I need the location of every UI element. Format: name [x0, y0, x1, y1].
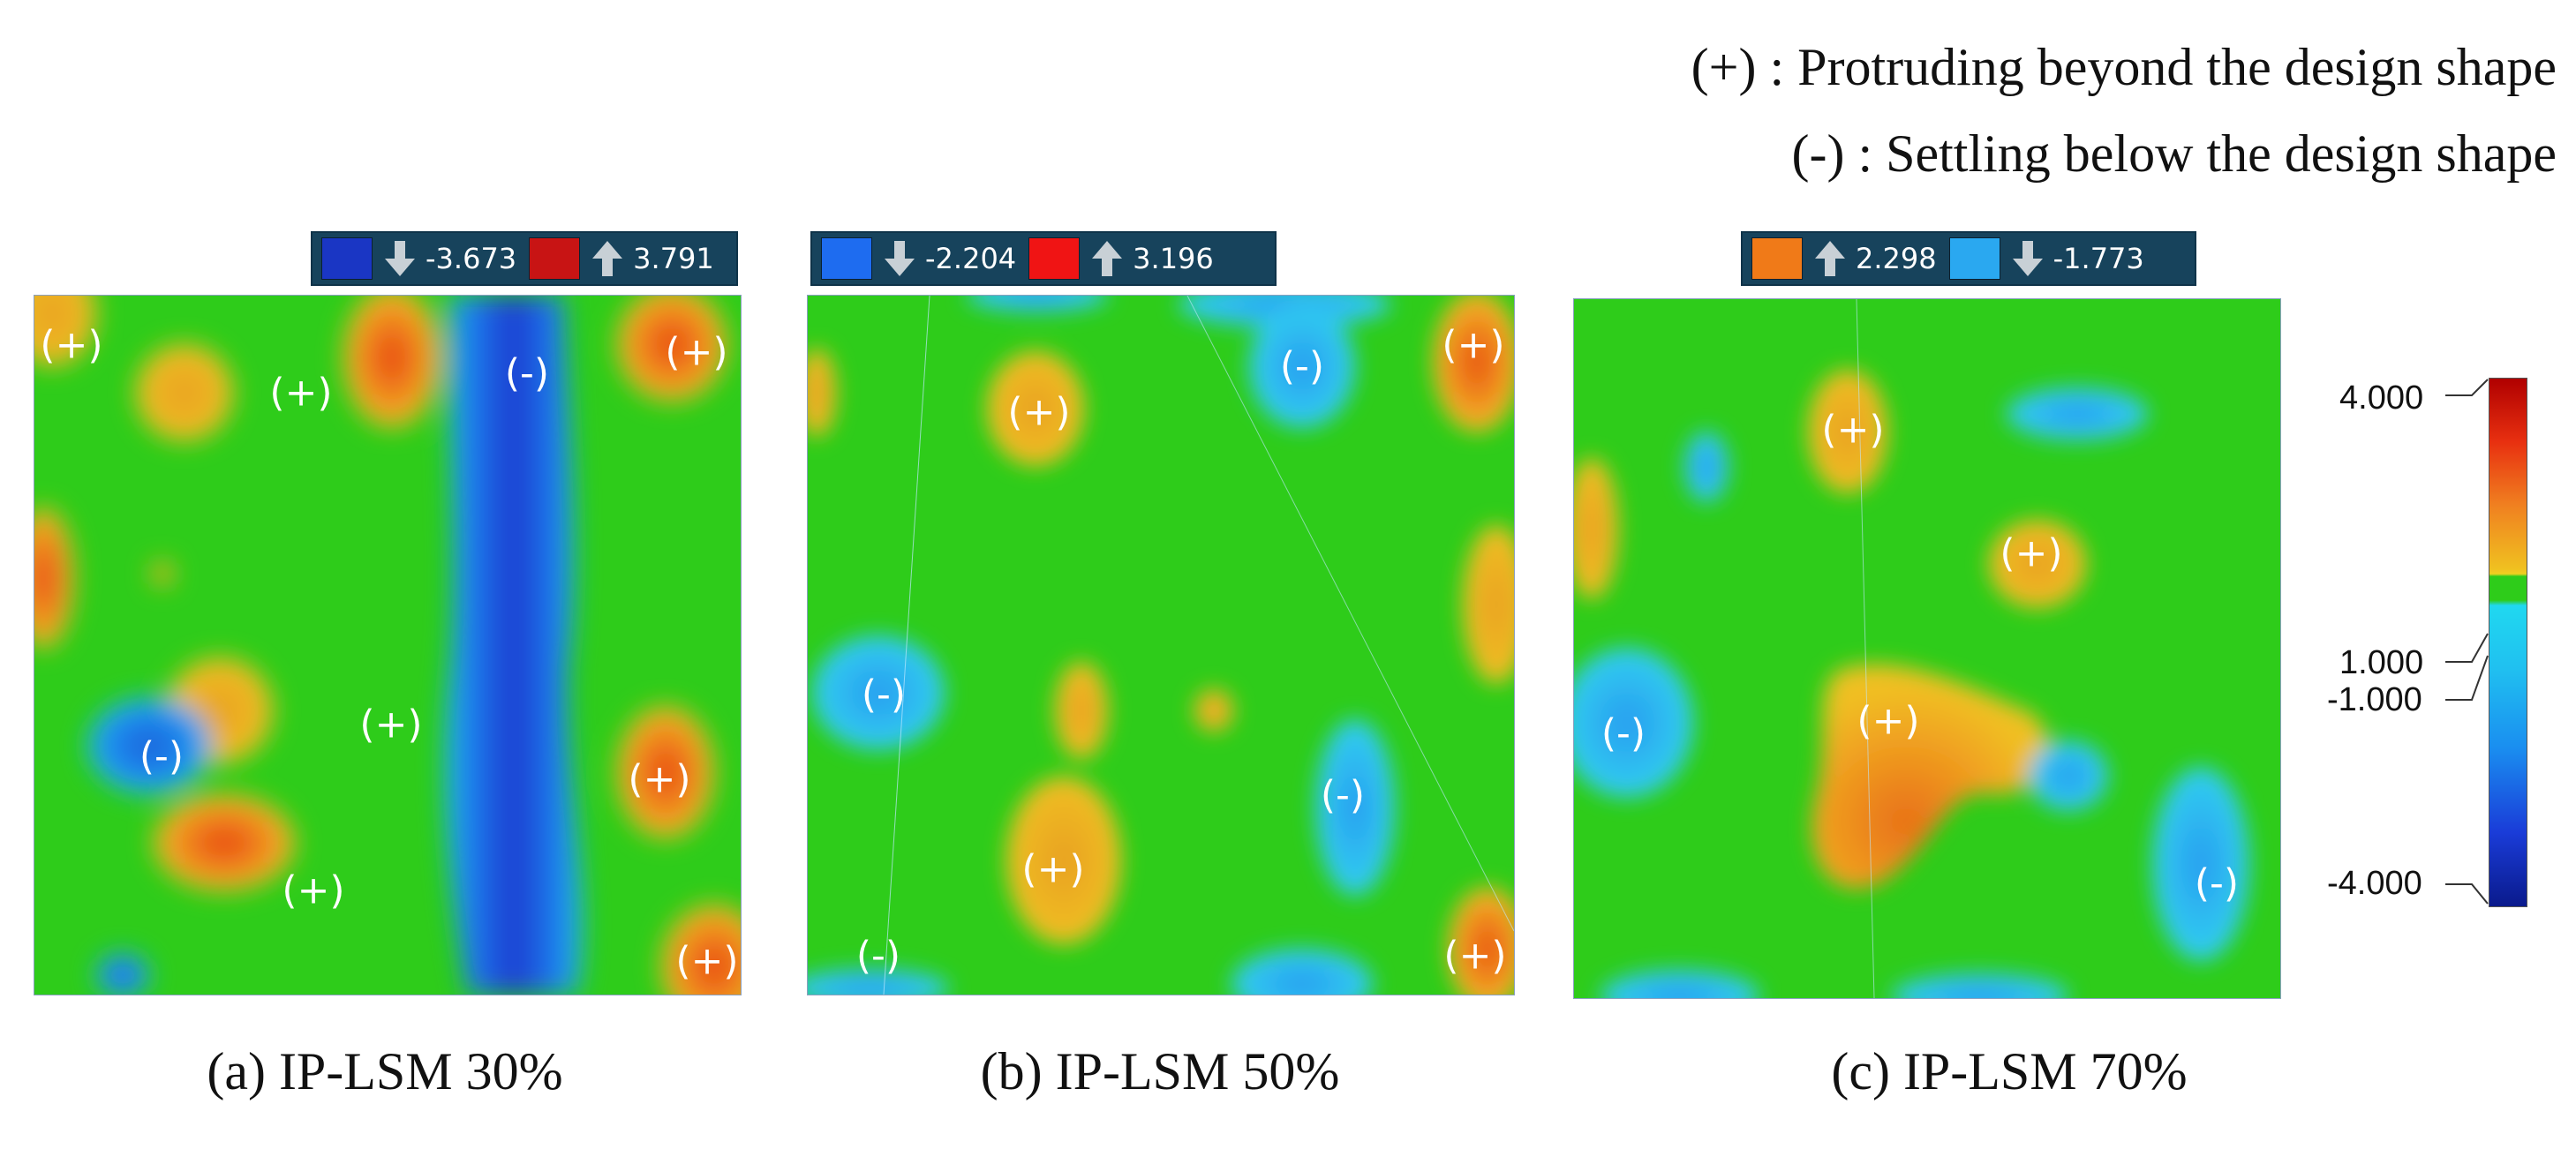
panel-b-max-swatch — [1028, 237, 1081, 280]
plus-marker: (+) — [1857, 698, 1920, 744]
plus-marker: (+) — [1821, 407, 1885, 453]
plus-marker: (+) — [1021, 846, 1085, 892]
panel-c-deviation-map: (+) (+) (-) (+) (-) — [1573, 298, 2281, 999]
up-arrow-icon — [1815, 241, 1845, 276]
panel-a-min-swatch — [321, 237, 373, 280]
colorbar-tick-max: 4.000 — [2339, 379, 2424, 417]
panel-b-caption: (b) IP-LSM 50% — [980, 1042, 1340, 1100]
minus-marker: (-) — [855, 933, 901, 979]
panel-c-map-graphic — [1574, 299, 2280, 998]
colorbar-tick-upper: 1.000 — [2339, 644, 2424, 681]
plus-marker: (+) — [628, 756, 691, 802]
colorbar-tick-lower: -1.000 — [2327, 681, 2422, 718]
plus-marker: (+) — [40, 322, 103, 368]
plus-marker: (+) — [359, 702, 423, 747]
minus-marker: (-) — [1320, 772, 1366, 818]
legend-plus: (+) : Protruding beyond the design shape — [1691, 38, 2557, 96]
panel-a-caption: (a) IP-LSM 30% — [207, 1042, 563, 1100]
panel-a-deviation-map: (+) (+) (-) (+) (+) (-) (+) (+) (+) — [34, 295, 742, 995]
color-scale-leader-lines — [2445, 379, 2489, 905]
down-arrow-icon — [885, 241, 915, 276]
plus-marker: (+) — [665, 329, 728, 375]
panel-c-min-swatch — [1948, 237, 2000, 280]
plus-marker: (+) — [1007, 389, 1071, 435]
panel-a-map-graphic — [34, 296, 741, 995]
plus-marker: (+) — [1442, 322, 1505, 368]
minus-marker: (-) — [1279, 343, 1325, 389]
legend-minus: (-) : Settling below the design shape — [1791, 124, 2557, 183]
panel-a-max-swatch — [529, 237, 581, 280]
colorbar-tick-min: -4.000 — [2327, 865, 2422, 902]
up-arrow-icon — [592, 241, 623, 276]
plus-marker: (+) — [675, 938, 739, 984]
up-arrow-icon — [1092, 241, 1123, 276]
panel-b-deviation-map: (-) (+) (+) (-) (-) (+) (-) (+) — [807, 295, 1515, 995]
panel-b-map-graphic — [808, 296, 1514, 995]
panel-c-max-swatch — [1751, 237, 1803, 280]
panel-b-min-swatch — [821, 237, 872, 280]
panel-b-max-value: 3.196 — [1133, 242, 1214, 275]
color-scale-bar — [2489, 378, 2527, 907]
down-arrow-icon — [2012, 241, 2043, 276]
panel-c-min-value: -1.773 — [2053, 242, 2144, 275]
plus-marker: (+) — [269, 370, 333, 416]
panel-a-max-value: 3.791 — [633, 242, 714, 275]
panel-c-min-max-labels: 2.298 -1.773 — [1741, 231, 2196, 286]
minus-marker: (-) — [139, 733, 185, 779]
panel-a-min-max-labels: -3.673 3.791 — [311, 231, 738, 286]
minus-marker: (-) — [504, 350, 550, 396]
minus-marker: (-) — [1601, 710, 1646, 756]
panel-a-min-value: -3.673 — [426, 242, 517, 275]
minus-marker: (-) — [861, 672, 907, 717]
minus-marker: (-) — [2194, 860, 2240, 906]
panel-b-min-value: -2.204 — [925, 242, 1017, 275]
down-arrow-icon — [385, 241, 415, 276]
plus-marker: (+) — [2000, 530, 2063, 576]
plus-marker: (+) — [282, 867, 345, 913]
plus-marker: (+) — [1443, 933, 1507, 979]
panel-c-max-value: 2.298 — [1856, 242, 1937, 275]
panel-c-caption: (c) IP-LSM 70% — [1831, 1042, 2188, 1100]
panel-b-min-max-labels: -2.204 3.196 — [810, 231, 1277, 286]
